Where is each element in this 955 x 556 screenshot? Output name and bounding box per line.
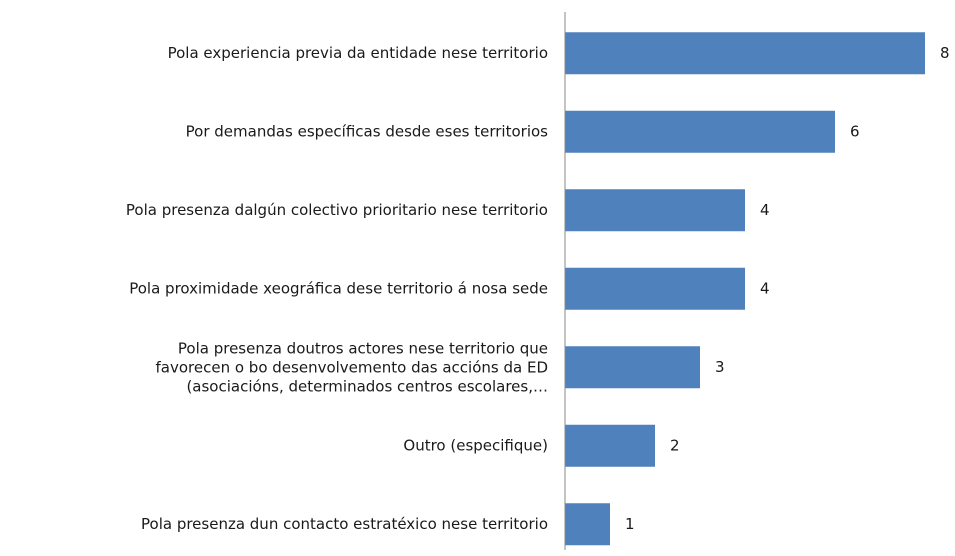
bar: [565, 110, 835, 153]
category-label: Pola proximidade xeográfica dese territo…: [129, 279, 548, 297]
bar: [565, 32, 925, 75]
category-label: Outro (especifique): [403, 436, 548, 454]
bar: [565, 346, 700, 389]
category-label: Por demandas específicas desde eses terr…: [186, 122, 549, 140]
bar: [565, 424, 655, 467]
value-label: 1: [625, 515, 635, 533]
bar: [565, 503, 610, 546]
value-label: 4: [760, 201, 770, 219]
bar: [565, 267, 745, 310]
value-label: 6: [850, 122, 860, 140]
category-label: Pola presenza doutros actores nese terri…: [156, 339, 548, 395]
category-label: Pola presenza dalgún colectivo prioritar…: [126, 201, 548, 219]
category-label: Pola presenza dun contacto estratéxico n…: [141, 515, 548, 533]
value-label: 8: [940, 44, 950, 62]
value-label: 3: [715, 358, 725, 376]
category-label: Pola experiencia previa da entidade nese…: [168, 44, 548, 62]
bar: [565, 189, 745, 232]
value-label: 4: [760, 279, 770, 297]
value-label: 2: [670, 436, 680, 454]
